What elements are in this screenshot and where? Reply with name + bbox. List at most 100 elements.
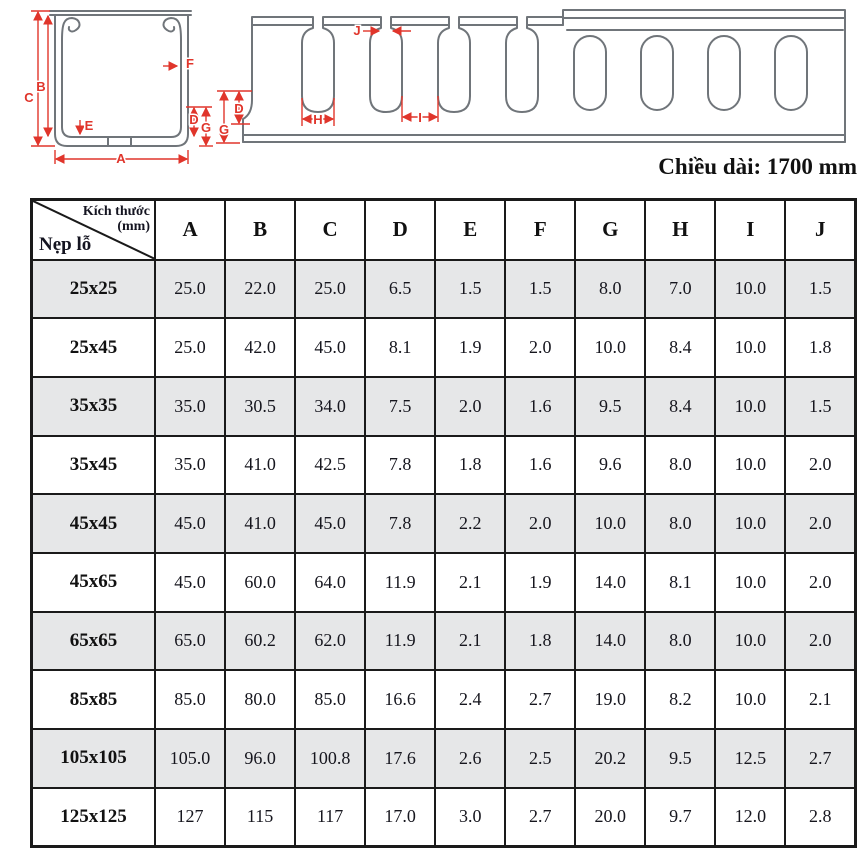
dimension-value-cell: 14.0 bbox=[574, 551, 647, 613]
table-row: 65x65 65.0 60.2 62.0 11.9 2.1 1.8 14.0 8.0 10.0 2.… bbox=[30, 610, 857, 672]
column-header-H: H bbox=[644, 198, 717, 261]
dimension-value-cell: 2.0 bbox=[784, 610, 857, 672]
dimension-value-cell: 2.4 bbox=[434, 669, 507, 730]
dim-label-G: G bbox=[201, 120, 211, 135]
side-view-dimensions: J H I D G bbox=[216, 22, 439, 144]
dimension-value-cell: 2.8 bbox=[784, 786, 857, 848]
length-caption: Chiều dài: 1700 mm bbox=[658, 154, 857, 179]
dimension-value-cell: 25.0 bbox=[294, 258, 367, 320]
dimension-value-cell: 117 bbox=[294, 786, 367, 848]
dimension-value-cell: 7.8 bbox=[364, 493, 437, 554]
dimension-value-cell: 30.5 bbox=[224, 375, 297, 437]
duct-cross-section-drawing bbox=[49, 10, 192, 147]
dimension-value-cell: 65.0 bbox=[153, 610, 227, 672]
dimension-value-cell: 8.0 bbox=[644, 493, 717, 554]
dim-label-A: A bbox=[116, 151, 126, 166]
column-header-D: D bbox=[364, 198, 437, 261]
corner-label-product: Nẹp lỗ bbox=[39, 233, 92, 255]
dimension-value-cell: 2.0 bbox=[784, 434, 857, 496]
dimension-value-cell: 19.0 bbox=[574, 669, 647, 730]
dimension-value-cell: 2.0 bbox=[784, 493, 857, 554]
dimension-value-cell: 9.5 bbox=[574, 375, 647, 437]
table-corner-cell: Kích thước (mm) Nẹp lỗ bbox=[30, 198, 156, 261]
table-body: 25x25 25.0 22.0 25.0 6.5 1.5 1.5 8.0 7.0 10.0 1.5 2… bbox=[30, 258, 857, 848]
dimension-value-cell: 2.2 bbox=[434, 493, 507, 554]
dimension-value-cell: 16.6 bbox=[364, 669, 437, 730]
dimension-value-cell: 7.5 bbox=[364, 375, 437, 437]
dimension-value-cell: 8.4 bbox=[644, 317, 717, 378]
row-size-label: 65x65 bbox=[30, 610, 156, 672]
dimension-value-cell: 12.0 bbox=[714, 786, 787, 848]
dim-label-I: I bbox=[418, 110, 422, 125]
dim-label-D2: D bbox=[234, 101, 243, 116]
dim-label-H: H bbox=[313, 112, 322, 127]
dimension-value-cell: 25.0 bbox=[153, 258, 227, 320]
dimension-value-cell: 17.6 bbox=[364, 728, 437, 789]
dimension-value-cell: 2.7 bbox=[504, 669, 577, 730]
dimension-value-cell: 1.9 bbox=[434, 317, 507, 378]
dimension-value-cell: 8.2 bbox=[644, 669, 717, 730]
dimension-value-cell: 85.0 bbox=[153, 669, 227, 730]
dimension-value-cell: 6.5 bbox=[364, 258, 437, 320]
dimension-value-cell: 85.0 bbox=[294, 669, 367, 730]
row-size-label: 35x35 bbox=[30, 375, 156, 437]
row-size-label: 85x85 bbox=[30, 669, 156, 730]
table-row: 35x45 35.0 41.0 42.5 7.8 1.8 1.6 9.6 8.0 10.0 2.0 bbox=[30, 434, 857, 496]
cross-section-dimensions: C B E F A D G bbox=[23, 10, 213, 168]
dim-label-G2: G bbox=[219, 122, 229, 137]
table-row: 35x35 35.0 30.5 34.0 7.5 2.0 1.6 9.5 8.4 10.0 1.5 bbox=[30, 375, 857, 437]
dimension-value-cell: 11.9 bbox=[364, 610, 437, 672]
dimension-value-cell: 42.0 bbox=[224, 317, 297, 378]
dimension-value-cell: 2.0 bbox=[784, 551, 857, 613]
dimension-value-cell: 60.0 bbox=[224, 551, 297, 613]
dimension-value-cell: 8.0 bbox=[644, 610, 717, 672]
dimension-value-cell: 10.0 bbox=[714, 434, 787, 496]
dim-label-E: E bbox=[85, 118, 94, 133]
slotted-wall-side-view-drawing bbox=[242, 9, 846, 143]
table-row: 45x65 45.0 60.0 64.0 11.9 2.1 1.9 14.0 8.1 10.0 2.… bbox=[30, 551, 857, 613]
dimension-value-cell: 10.0 bbox=[574, 493, 647, 554]
dimension-value-cell: 41.0 bbox=[224, 493, 297, 554]
dimension-value-cell: 8.1 bbox=[644, 551, 717, 613]
dimension-value-cell: 9.5 bbox=[644, 728, 717, 789]
dimension-value-cell: 1.6 bbox=[504, 434, 577, 496]
dimension-value-cell: 11.9 bbox=[364, 551, 437, 613]
row-size-label: 35x45 bbox=[30, 434, 156, 496]
dimension-value-cell: 100.8 bbox=[294, 728, 367, 789]
column-header-J: J bbox=[784, 198, 857, 261]
dimension-value-cell: 2.0 bbox=[504, 493, 577, 554]
dimension-value-cell: 8.1 bbox=[364, 317, 437, 378]
table-row: 25x45 25.0 42.0 45.0 8.1 1.9 2.0 10.0 8.4 10.0 1.8 bbox=[30, 317, 857, 378]
dim-label-J: J bbox=[353, 23, 360, 38]
dimension-value-cell: 1.5 bbox=[434, 258, 507, 320]
row-size-label: 125x125 bbox=[30, 786, 156, 848]
row-size-label: 105x105 bbox=[30, 728, 156, 789]
column-header-G: G bbox=[574, 198, 647, 261]
dimension-value-cell: 1.9 bbox=[504, 551, 577, 613]
table-row: 125x125 127 115 117 17.0 3.0 2.7 20.0 9.7 12.0 2.8 bbox=[30, 786, 857, 848]
dimension-value-cell: 96.0 bbox=[224, 728, 297, 789]
dimension-value-cell: 62.0 bbox=[294, 610, 367, 672]
dimension-value-cell: 10.0 bbox=[714, 669, 787, 730]
dimension-value-cell: 9.7 bbox=[644, 786, 717, 848]
dimension-value-cell: 80.0 bbox=[224, 669, 297, 730]
column-header-F: F bbox=[504, 198, 577, 261]
dimension-value-cell: 45.0 bbox=[294, 493, 367, 554]
dimension-value-cell: 17.0 bbox=[364, 786, 437, 848]
table-row: 85x85 85.0 80.0 85.0 16.6 2.4 2.7 19.0 8.2 10.0 2.… bbox=[30, 669, 857, 730]
dimension-value-cell: 22.0 bbox=[224, 258, 297, 320]
dimension-value-cell: 10.0 bbox=[714, 610, 787, 672]
dimension-value-cell: 41.0 bbox=[224, 434, 297, 496]
row-size-label: 25x45 bbox=[30, 317, 156, 378]
dimension-value-cell: 1.8 bbox=[784, 317, 857, 378]
dimension-value-cell: 10.0 bbox=[714, 258, 787, 320]
dimension-value-cell: 2.1 bbox=[434, 610, 507, 672]
corner-diagonal-line bbox=[33, 201, 154, 259]
dimension-value-cell: 2.0 bbox=[434, 375, 507, 437]
dimension-value-cell: 1.6 bbox=[504, 375, 577, 437]
dimension-value-cell: 10.0 bbox=[714, 493, 787, 554]
dimension-value-cell: 1.5 bbox=[784, 375, 857, 437]
dimension-value-cell: 45.0 bbox=[294, 317, 367, 378]
dimension-value-cell: 7.8 bbox=[364, 434, 437, 496]
dimension-value-cell: 127 bbox=[153, 786, 227, 848]
